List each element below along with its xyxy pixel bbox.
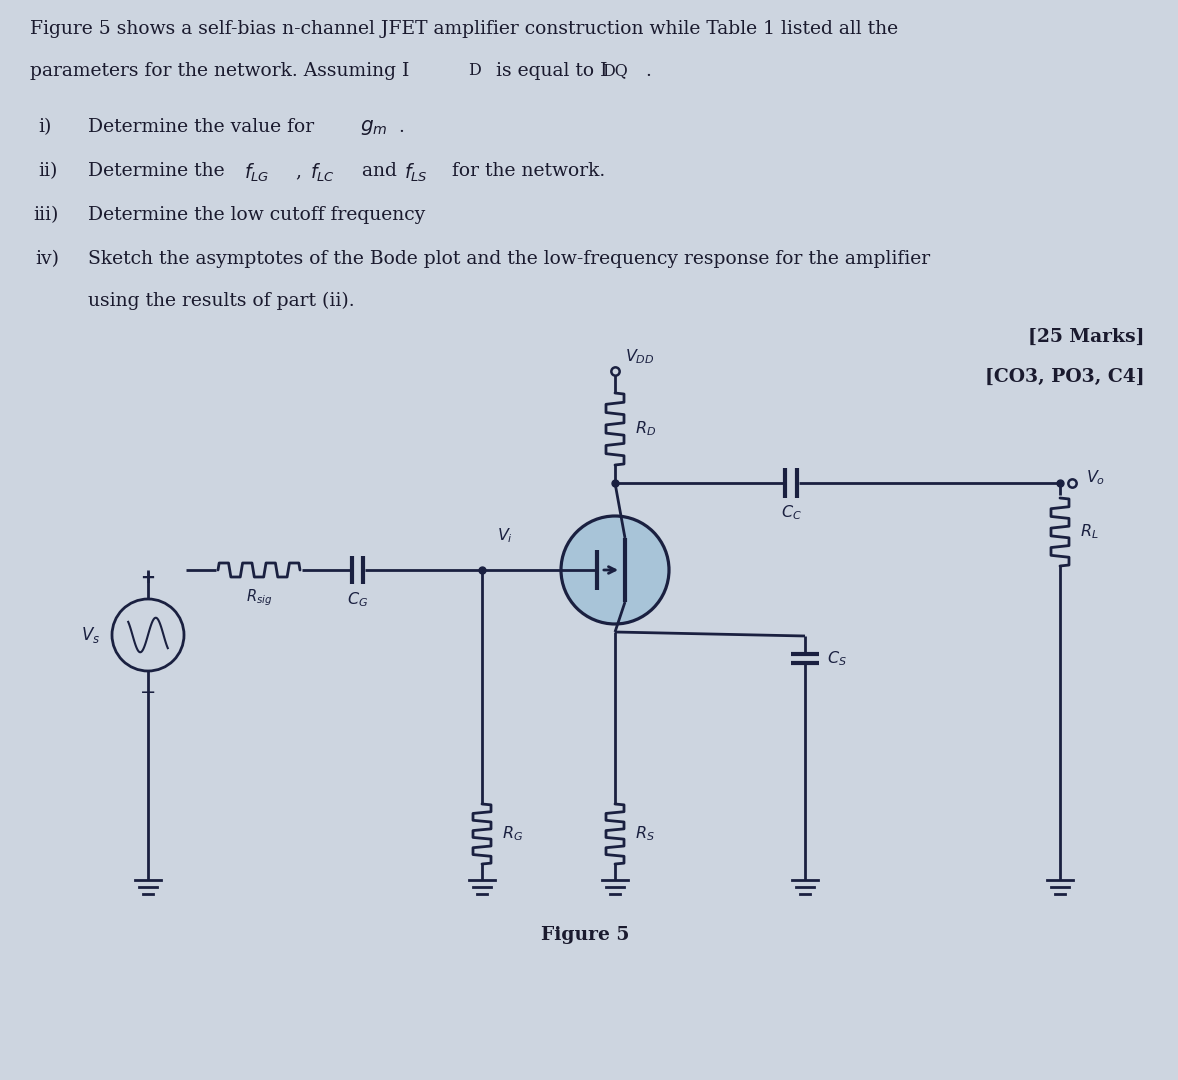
Text: $f_{LG}$: $f_{LG}$ (244, 162, 270, 185)
Text: $R_D$: $R_D$ (635, 420, 656, 438)
Text: ii): ii) (38, 162, 58, 180)
Text: using the results of part (ii).: using the results of part (ii). (88, 292, 355, 310)
Text: [25 Marks]: [25 Marks] (1028, 328, 1145, 346)
Text: [CO3, PO3, C4]: [CO3, PO3, C4] (985, 368, 1145, 386)
Text: $f_{LC}$: $f_{LC}$ (310, 162, 335, 185)
Text: Figure 5 shows a self-bias n-channel JFET amplifier construction while Table 1 l: Figure 5 shows a self-bias n-channel JFE… (29, 21, 898, 38)
Text: and: and (356, 162, 403, 180)
Text: iii): iii) (33, 206, 59, 224)
Text: $V_i$: $V_i$ (497, 526, 512, 545)
Text: Determine the low cutoff frequency: Determine the low cutoff frequency (88, 206, 425, 224)
Text: for the network.: for the network. (446, 162, 605, 180)
Text: −: − (140, 683, 157, 702)
Text: $R_G$: $R_G$ (502, 825, 523, 843)
Text: $g_m$: $g_m$ (360, 118, 388, 137)
Text: Determine the: Determine the (88, 162, 231, 180)
Text: is equal to I: is equal to I (490, 62, 608, 80)
Text: parameters for the network. Assuming I: parameters for the network. Assuming I (29, 62, 410, 80)
Text: $R_L$: $R_L$ (1080, 523, 1099, 541)
Text: $R_S$: $R_S$ (635, 825, 655, 843)
Text: ,: , (290, 162, 307, 180)
Text: .: . (640, 62, 651, 80)
Text: .: . (398, 118, 404, 136)
Text: i): i) (38, 118, 52, 136)
Text: iv): iv) (35, 249, 59, 268)
Text: Figure 5: Figure 5 (541, 926, 629, 944)
Text: DQ: DQ (602, 62, 628, 79)
Text: $V_{DD}$: $V_{DD}$ (626, 348, 655, 366)
Text: Sketch the asymptotes of the Bode plot and the low-frequency response for the am: Sketch the asymptotes of the Bode plot a… (88, 249, 931, 268)
Text: D: D (468, 62, 481, 79)
Text: Determine the value for: Determine the value for (88, 118, 320, 136)
Circle shape (561, 516, 669, 624)
Text: $V_o$: $V_o$ (1086, 469, 1105, 487)
Text: $R_{sig}$: $R_{sig}$ (246, 588, 272, 608)
Text: $C_C$: $C_C$ (781, 503, 801, 522)
Text: $f_{LS}$: $f_{LS}$ (404, 162, 428, 185)
Text: $C_S$: $C_S$ (827, 649, 847, 667)
Text: $C_G$: $C_G$ (346, 590, 368, 609)
Text: +: + (140, 569, 155, 588)
Text: $V_s$: $V_s$ (81, 625, 100, 645)
